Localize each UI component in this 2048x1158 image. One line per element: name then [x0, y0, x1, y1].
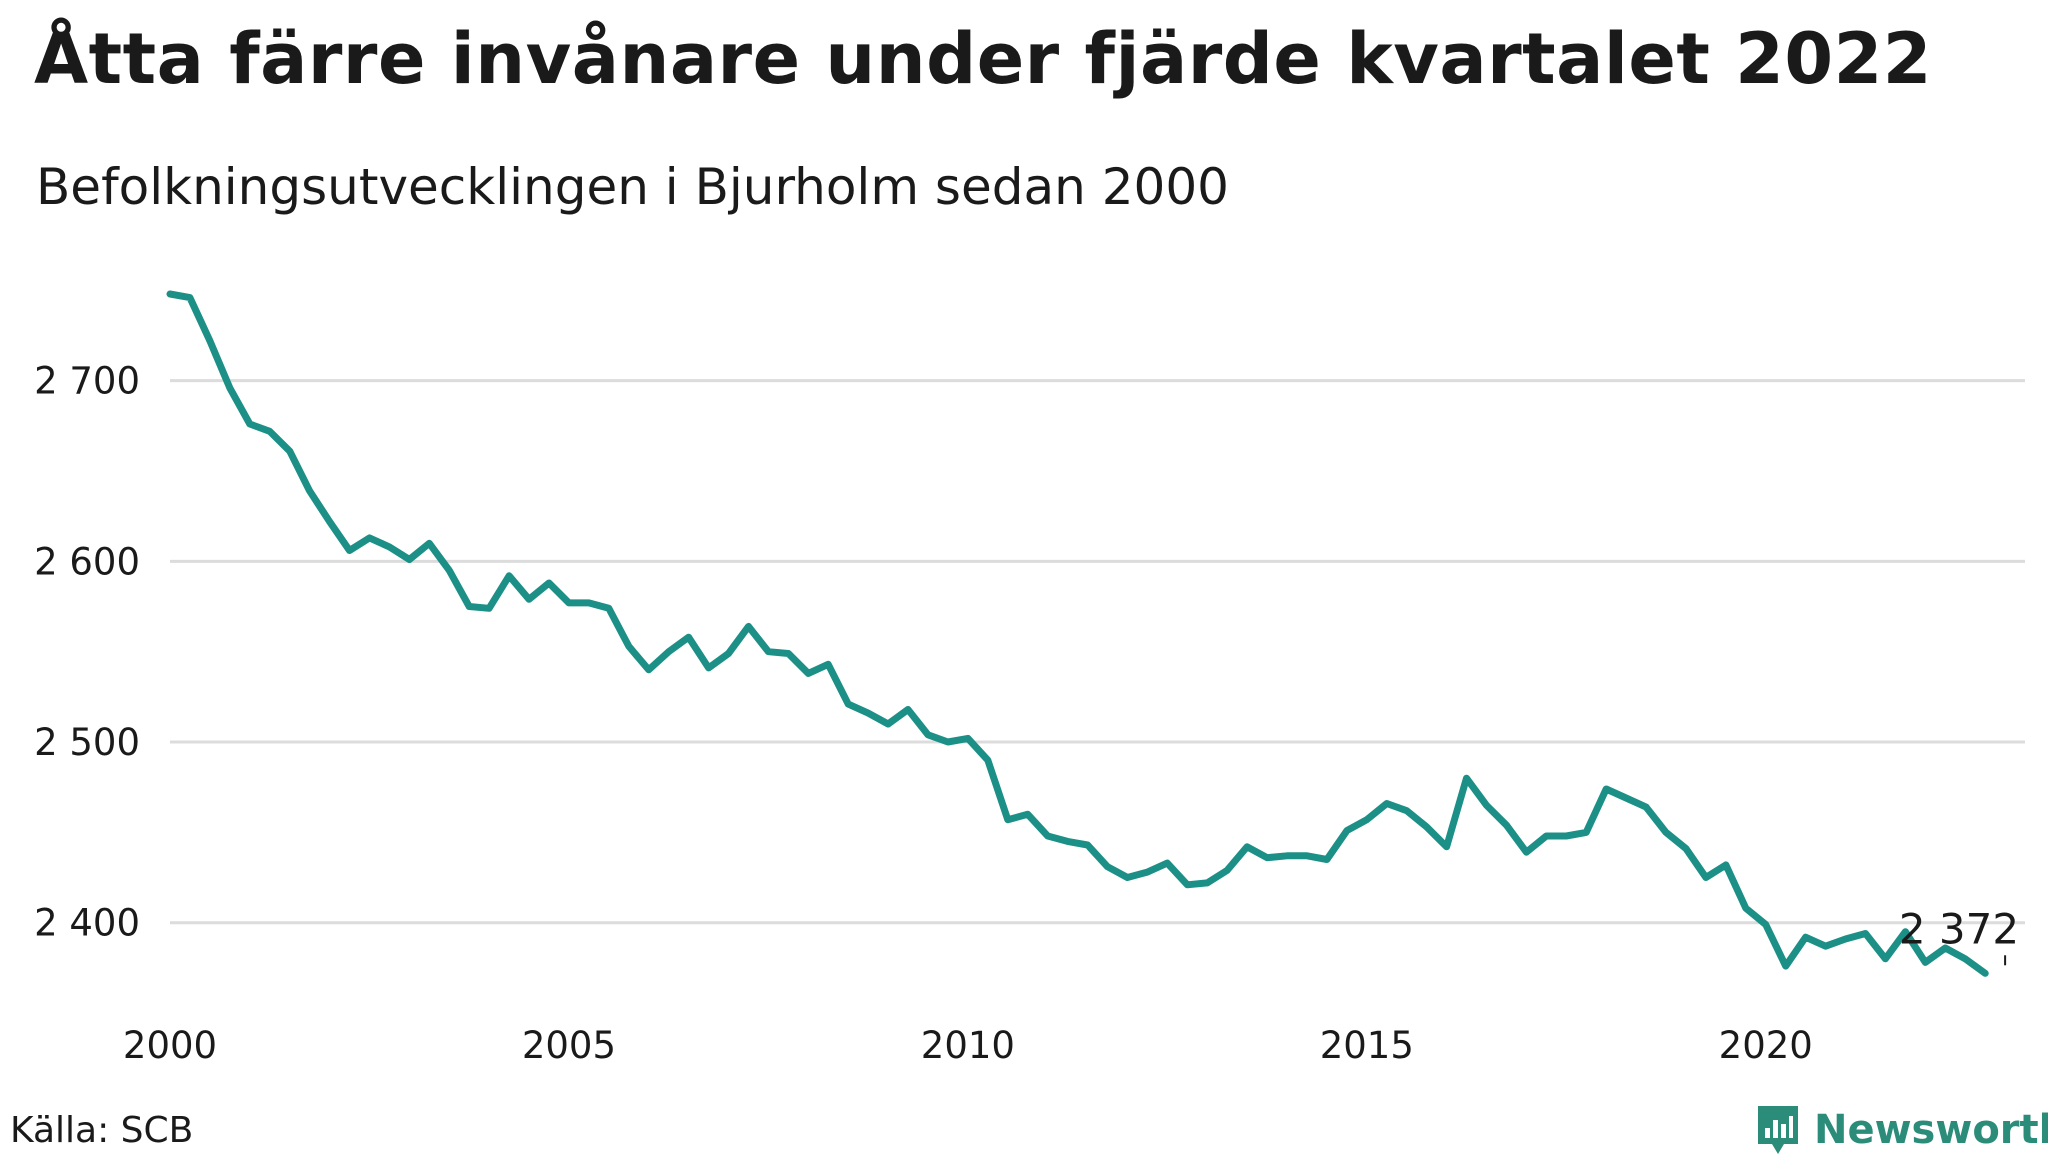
brand-logo: Newsworthy: [1754, 1102, 2048, 1158]
y-tick-label: 2 600: [34, 540, 140, 583]
x-tick-label: 2010: [921, 1024, 1015, 1067]
source-note: Källa: SCB: [10, 1110, 193, 1151]
y-axis-ticks: 2 400 2 500 2 600 2 700: [34, 360, 140, 945]
gridlines: [170, 381, 2025, 923]
brand-name: Newsworthy: [1814, 1107, 2048, 1153]
y-tick-label: 2 500: [34, 721, 140, 764]
y-tick-label: 2 700: [34, 360, 140, 403]
x-axis-ticks: 2000 2005 2010 2015 2020: [123, 1024, 1813, 1067]
y-tick-label: 2 400: [34, 902, 140, 945]
x-tick-label: 2015: [1320, 1024, 1414, 1067]
x-tick-label: 2005: [522, 1024, 616, 1067]
x-tick-label: 2020: [1719, 1024, 1813, 1067]
series-population: [170, 0, 2005, 973]
newsworthy-logo-icon: [1754, 1102, 1802, 1158]
series-line: [170, 294, 1985, 973]
x-tick-label: 2000: [123, 1024, 217, 1067]
end-value-label: 2 372: [1899, 904, 2019, 953]
